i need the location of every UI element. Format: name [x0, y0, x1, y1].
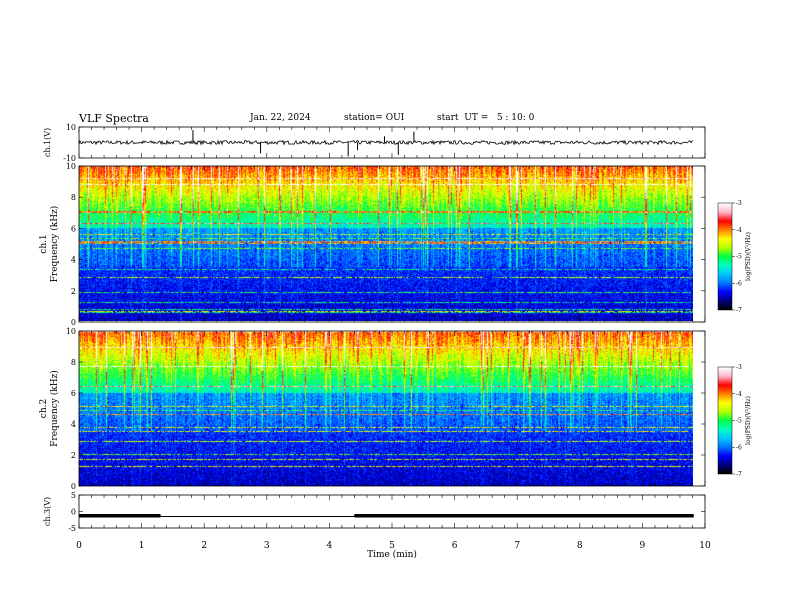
x-tick-label: 10: [699, 541, 711, 551]
channel-3-level-ytick-label: -5: [68, 524, 76, 533]
channel-1-waveform-trace: [78, 139, 694, 146]
channel-1-spectrogram-ytick-label: 4: [71, 256, 76, 265]
x-axis-label: Time (min): [367, 549, 417, 560]
x-tick-label: 3: [264, 541, 270, 551]
channel-2-spectrogram-ytick-label: 2: [71, 451, 76, 460]
channel-3-level-ytick-label: 0: [71, 508, 76, 517]
channel-1-spectrogram-colorbar-label: log(PSD)(V²/Hz): [745, 232, 752, 281]
channel-2-spectrogram-ytick-label: 10: [66, 327, 76, 336]
channel-1-spectrogram-ytick-label: 2: [71, 287, 76, 296]
channel-2-spectrogram: [79, 331, 693, 486]
x-tick-label: 1: [139, 541, 145, 551]
channel-1-spectrogram-ylabel-channel: ch.1: [39, 234, 49, 253]
channel-2-spectrogram-frame: [78, 330, 706, 487]
channel-1-spectrogram-ytick-label: 10: [66, 162, 76, 171]
channel-2-spectrogram-colorbar-tick-label: -4: [736, 391, 742, 398]
station-label: station= OUI: [344, 113, 405, 123]
channel-2-spectrogram-colorbar-tick-label: -3: [736, 364, 742, 371]
channel-1-spectrogram-ytick-label: 0: [71, 318, 76, 327]
channel-2-spectrogram-ytick-label: 0: [71, 482, 76, 491]
channel-2-spectrogram-ytick-label: 8: [71, 358, 76, 367]
channel-2-spectrogram-ylabel: Frequency (kHz): [49, 370, 60, 447]
channel-1-spectrogram-colorbar-tick-label: -6: [736, 280, 742, 287]
x-tick-label: 6: [452, 541, 458, 551]
channel-2-colorbar: [718, 367, 732, 474]
channel-2-spectrogram-ytick-label: 6: [71, 389, 76, 398]
channel-1-spectrogram-colorbar-tick-label: -3: [736, 200, 742, 207]
channel-1-spectrogram-colorbar-tick-label: -4: [736, 227, 742, 234]
channel-1-spectrogram: [79, 166, 693, 321]
channel-2-spectrogram-colorbar-tick-label: -7: [736, 471, 742, 478]
x-tick-label: 4: [327, 541, 333, 551]
channel-1-colorbar: [718, 203, 732, 310]
x-tick-label: 0: [76, 541, 82, 551]
start-time-label: start UT = 5 : 10: 0: [437, 113, 535, 123]
x-tick-label: 2: [201, 541, 207, 551]
channel-1-waveform-ytick-label: -10: [63, 154, 76, 163]
channel-2-spectrogram-ylabel-channel: ch.2: [39, 399, 49, 418]
channel-1-waveform-ylabel: ch.1(V): [43, 128, 52, 157]
channel-2-spectrogram-colorbar-tick-label: -6: [736, 444, 742, 451]
channel-2-spectrogram-colorbar-tick-label: -5: [736, 418, 742, 425]
x-tick-label: 9: [640, 541, 646, 551]
channel-1-spectrogram-colorbar-frame: [717, 202, 733, 311]
channel-1-waveform-ytick-label: 10: [66, 123, 76, 132]
channel-2-spectrogram-colorbar-frame: [717, 366, 733, 475]
channel-3-level-ylabel: ch.3(V): [43, 497, 52, 526]
x-tick-label: 8: [577, 541, 583, 551]
channel-1-spectrogram-ylabel: Frequency (kHz): [49, 206, 60, 283]
channel-3-level-ytick-label: 5: [71, 491, 76, 500]
channel-2-spectrogram-ytick-label: 4: [71, 420, 76, 429]
channel-1-spectrogram-colorbar-tick-label: -5: [736, 254, 742, 261]
channel-1-spectrogram-colorbar-tick-label: -7: [736, 307, 742, 314]
x-tick-label: 7: [514, 541, 520, 551]
x-tick-label: 5: [389, 541, 395, 551]
channel-1-spectrogram-ytick-label: 8: [71, 193, 76, 202]
channel-1-spectrogram-ytick-label: 6: [71, 224, 76, 233]
channel-1-spectrogram-frame: [78, 165, 706, 323]
figure-title: VLF Spectra: [79, 112, 149, 125]
date-label: Jan. 22, 2024: [250, 113, 311, 123]
channel-2-spectrogram-colorbar-label: log(PSD)(V²/Hz): [745, 396, 752, 445]
